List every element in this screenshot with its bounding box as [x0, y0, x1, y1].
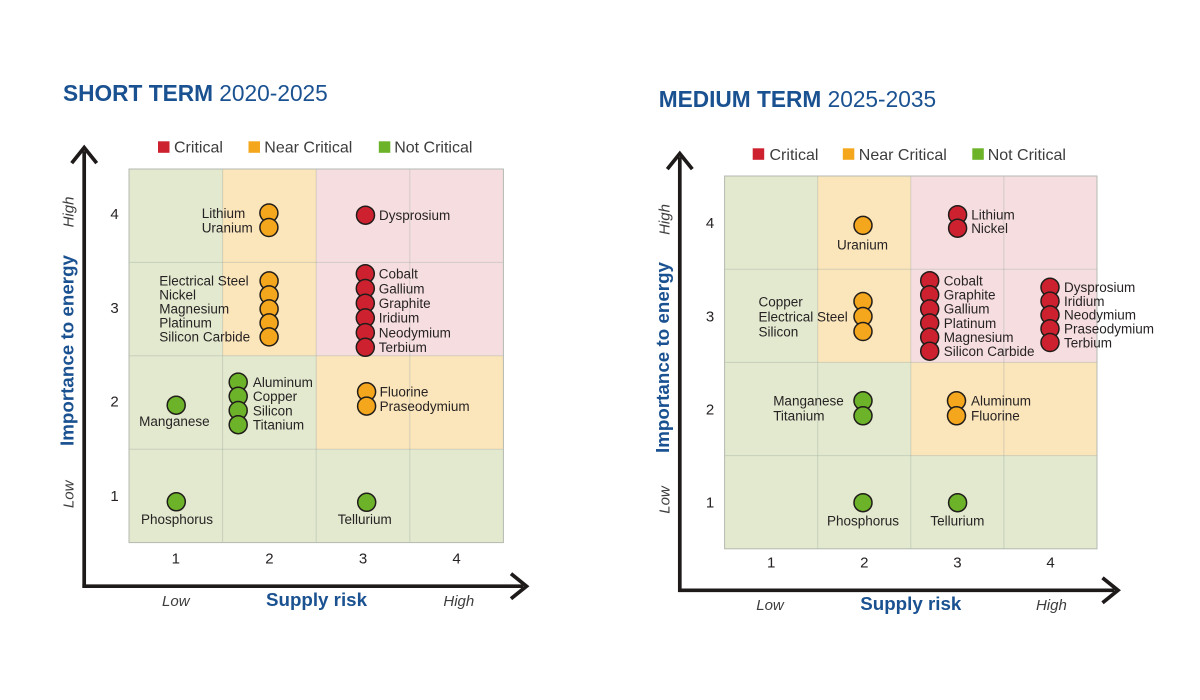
svg-text:Iridium: Iridium [379, 311, 420, 326]
svg-text:4: 4 [706, 215, 714, 232]
svg-text:Dysprosium: Dysprosium [379, 208, 450, 223]
svg-text:Supply risk: Supply risk [266, 590, 368, 610]
svg-text:Tellurium: Tellurium [930, 514, 984, 529]
svg-text:Near Critical: Near Critical [859, 147, 947, 164]
svg-text:MEDIUM TERM 2025-2035: MEDIUM TERM 2025-2035 [659, 86, 936, 112]
svg-text:Titanium: Titanium [773, 409, 824, 424]
svg-text:Magnesium: Magnesium [159, 302, 229, 317]
svg-text:Silicon: Silicon [759, 324, 799, 339]
svg-text:3: 3 [953, 555, 961, 572]
svg-text:Uranium: Uranium [202, 220, 253, 235]
svg-text:2: 2 [706, 402, 714, 419]
svg-text:Phosphorus: Phosphorus [827, 514, 899, 529]
svg-text:Aluminum: Aluminum [971, 394, 1031, 409]
svg-text:2: 2 [110, 394, 118, 411]
svg-text:Gallium: Gallium [944, 302, 990, 317]
svg-text:Low: Low [656, 485, 673, 514]
svg-text:4: 4 [110, 206, 118, 223]
svg-text:Dysprosium: Dysprosium [1064, 280, 1135, 295]
svg-text:Importance to energy: Importance to energy [653, 262, 673, 453]
svg-text:Magnesium: Magnesium [944, 330, 1014, 345]
svg-text:Gallium: Gallium [379, 281, 425, 296]
svg-text:Silicon: Silicon [253, 403, 293, 418]
svg-text:Platinum: Platinum [159, 316, 212, 331]
svg-text:High: High [656, 204, 673, 235]
svg-text:Cobalt: Cobalt [944, 274, 983, 289]
svg-text:Fluorine: Fluorine [380, 385, 429, 400]
svg-text:1: 1 [767, 555, 775, 572]
svg-text:Uranium: Uranium [837, 237, 888, 252]
svg-text:Praseodymium: Praseodymium [1064, 322, 1154, 337]
svg-text:Lithium: Lithium [202, 206, 246, 221]
svg-text:4: 4 [1046, 555, 1054, 572]
svg-text:High: High [443, 593, 474, 610]
svg-text:High: High [61, 197, 78, 228]
svg-text:SHORT TERM 2020-2025: SHORT TERM 2020-2025 [63, 80, 328, 106]
svg-text:3: 3 [110, 300, 118, 317]
svg-text:Not Critical: Not Critical [988, 147, 1066, 164]
svg-text:Terbium: Terbium [379, 340, 427, 355]
svg-text:Electrical Steel: Electrical Steel [159, 274, 248, 289]
svg-text:3: 3 [359, 551, 367, 568]
svg-text:Nickel: Nickel [159, 288, 196, 303]
svg-text:3: 3 [706, 308, 714, 325]
svg-text:Graphite: Graphite [944, 288, 996, 303]
svg-text:Copper: Copper [759, 294, 804, 309]
svg-text:Terbium: Terbium [1064, 335, 1112, 350]
svg-text:Silicon Carbide: Silicon Carbide [944, 344, 1035, 359]
svg-text:High: High [1036, 597, 1067, 614]
svg-text:4: 4 [452, 551, 460, 568]
svg-text:Neodymium: Neodymium [379, 325, 451, 340]
svg-text:Fluorine: Fluorine [971, 409, 1020, 424]
svg-text:Nickel: Nickel [971, 221, 1008, 236]
svg-text:Manganese: Manganese [139, 414, 210, 429]
svg-text:1: 1 [110, 488, 118, 505]
svg-text:Electrical Steel: Electrical Steel [759, 309, 848, 324]
svg-text:Importance to energy: Importance to energy [57, 255, 77, 446]
svg-text:Aluminum: Aluminum [253, 375, 313, 390]
svg-text:Near Critical: Near Critical [264, 140, 352, 157]
svg-text:Iridium: Iridium [1064, 294, 1105, 309]
svg-text:Titanium: Titanium [253, 418, 304, 433]
svg-text:Low: Low [162, 593, 191, 610]
svg-text:Supply risk: Supply risk [860, 594, 962, 614]
svg-text:Low: Low [756, 597, 785, 614]
svg-text:Neodymium: Neodymium [1064, 308, 1136, 323]
svg-text:Silicon Carbide: Silicon Carbide [159, 330, 250, 345]
svg-text:2: 2 [860, 555, 868, 572]
svg-text:Copper: Copper [253, 389, 298, 404]
svg-text:Critical: Critical [770, 147, 819, 164]
svg-text:Phosphorus: Phosphorus [141, 512, 213, 527]
svg-text:Platinum: Platinum [944, 316, 997, 331]
svg-text:Graphite: Graphite [379, 296, 431, 311]
svg-text:Manganese: Manganese [773, 394, 844, 409]
svg-text:Not Critical: Not Critical [394, 140, 472, 157]
svg-text:Critical: Critical [174, 140, 223, 157]
svg-text:1: 1 [172, 551, 180, 568]
svg-text:1: 1 [706, 495, 714, 512]
svg-text:2: 2 [265, 551, 273, 568]
svg-text:Cobalt: Cobalt [379, 267, 418, 282]
svg-text:Tellurium: Tellurium [338, 512, 392, 527]
svg-text:Lithium: Lithium [971, 208, 1015, 223]
svg-text:Praseodymium: Praseodymium [380, 399, 470, 414]
svg-text:Low: Low [61, 479, 78, 508]
